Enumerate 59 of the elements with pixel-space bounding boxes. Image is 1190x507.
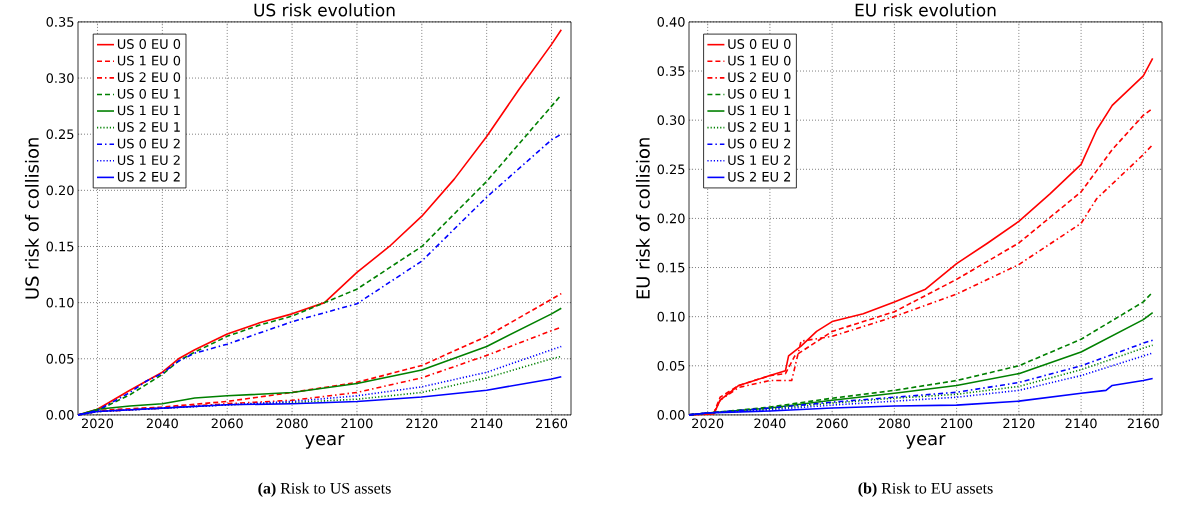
legend-label: US 2 EU 1 <box>117 122 180 132</box>
x-tick-label: 2100 <box>341 418 373 429</box>
x-tick-label: 2160 <box>1127 418 1159 429</box>
legend-label: US 1 EU 2 <box>117 155 180 166</box>
y-tick-label: 0.30 <box>657 115 685 126</box>
legend-label: US 1 EU 0 <box>117 55 181 66</box>
legend-label: US 1 EU 1 <box>728 105 791 116</box>
y-tick-label: 0.20 <box>657 213 685 224</box>
x-tick-label: 2040 <box>754 418 786 429</box>
y-tick-label: 0.15 <box>46 241 74 252</box>
x-tick-label: 2100 <box>941 418 973 429</box>
legend-label: US 0 EU 0 <box>728 39 791 49</box>
y-tick-label: 0.05 <box>657 360 685 371</box>
y-tick-label: 0.20 <box>46 185 74 196</box>
y-tick-label: 0.35 <box>657 66 685 76</box>
x-tick-label: 2080 <box>878 418 910 429</box>
x-axis-title: year <box>305 435 345 449</box>
x-tick-label: 2020 <box>81 418 114 429</box>
legend-label: US 0 EU 2 <box>117 138 180 149</box>
legend-label: US 2 EU 0 <box>728 72 791 83</box>
y-tick-label: 0.35 <box>46 17 74 27</box>
text: (b) Risk to EU assets <box>858 482 993 497</box>
y-tick-label: 0.10 <box>657 311 685 322</box>
x-tick-label: 2080 <box>276 418 308 429</box>
y-tick-label: 0.15 <box>657 262 685 273</box>
legend-label: US 2 EU 1 <box>728 122 791 132</box>
legend-label: US 0 EU 0 <box>117 39 181 49</box>
chart-title: US risk evolution <box>254 3 395 17</box>
y-tick-label: 0.10 <box>46 297 74 308</box>
y-tick-label: 0.30 <box>46 73 74 84</box>
y-tick-label: 0.25 <box>657 164 685 175</box>
x-tick-label: 2140 <box>471 418 503 429</box>
y-tick-label: 0.25 <box>46 129 74 140</box>
x-tick-label: 2040 <box>146 418 178 429</box>
x-tick-label: 2060 <box>816 418 848 429</box>
x-tick-label: 2160 <box>536 418 568 429</box>
y-axis-title: EU risk of collision <box>635 138 650 299</box>
legend-label: US 0 EU 1 <box>117 88 180 99</box>
legend-label: US 2 EU 0 <box>117 72 181 83</box>
y-tick-label: 0.05 <box>46 353 74 364</box>
text: (a) Risk to US assets <box>258 482 391 497</box>
x-tick-label: 2020 <box>692 418 724 429</box>
x-tick-label: 2120 <box>406 418 438 429</box>
x-tick-label: 2120 <box>1003 418 1035 429</box>
y-tick-label: 0.00 <box>657 410 685 420</box>
legend-label: US 1 EU 0 <box>728 55 791 66</box>
chart-title: EU risk evolution <box>855 3 996 17</box>
legend-label: US 0 EU 1 <box>728 88 791 99</box>
legend-label: US 2 EU 2 <box>728 171 791 182</box>
y-tick-label: 0.40 <box>657 17 685 27</box>
y-tick-label: 0.00 <box>46 410 74 420</box>
legend-label: US 1 EU 2 <box>728 155 791 166</box>
legend-label: US 1 EU 1 <box>117 105 180 116</box>
x-tick-label: 2060 <box>211 418 243 429</box>
y-axis-title: US risk of collision <box>24 138 39 299</box>
legend-label: US 0 EU 2 <box>728 138 791 149</box>
x-axis-title: year <box>906 435 946 449</box>
legend-label: US 2 EU 2 <box>117 171 180 182</box>
x-tick-label: 2140 <box>1065 418 1097 429</box>
